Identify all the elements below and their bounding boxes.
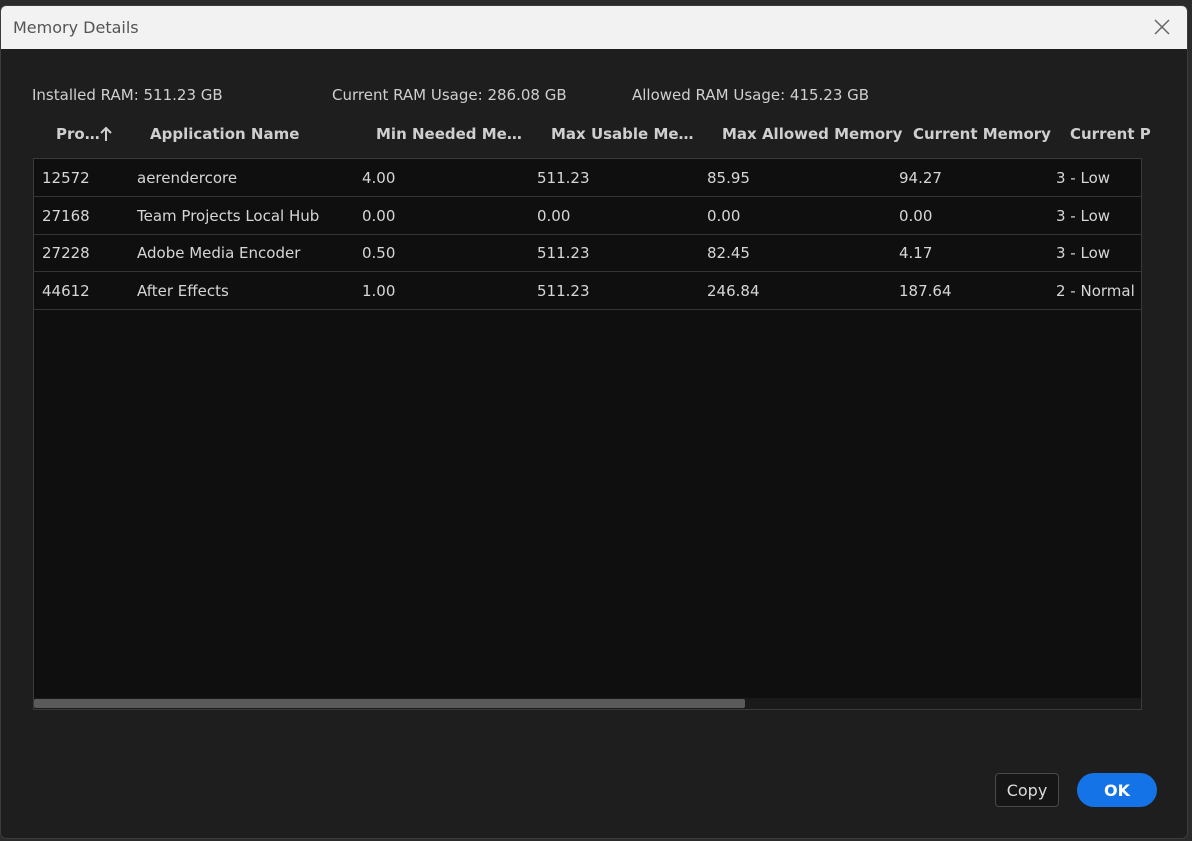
table-cell: 0.50 [362,244,396,262]
column-header[interactable]: Min Needed Me… [376,125,522,143]
close-button[interactable] [1153,18,1171,36]
table-cell: 82.45 [707,244,750,262]
table-cell: Adobe Media Encoder [137,244,301,262]
table-cell: 1.00 [362,281,396,300]
column-header[interactable]: Current P [1070,125,1151,143]
column-header[interactable]: Pro… [56,125,100,143]
scrollbar[interactable] [34,698,1141,709]
sort-arrow [100,126,112,141]
table-row[interactable]: 12572 aerendercore 4.00 511.23 85.95 94.27 3 -… [34,159,1141,197]
table-cell: 511.23 [537,169,590,187]
table-cell: 0.00 [362,206,396,225]
table-cell: After Effects [137,281,229,300]
table: 12572 aerendercore 4.00 511.23 85.95 94.27 3 -… [33,158,1142,710]
table-cell: Team Projects Local Hub [137,206,320,225]
table-cell: 0.00 [899,206,933,225]
table-cell: 2 - Normal [1056,281,1135,300]
allowed-ram-usage: Allowed RAM Usage: 415.23 GB [632,86,870,104]
scroll-thumb[interactable] [34,699,745,708]
table-cell: 0.00 [537,206,571,225]
column-header[interactable]: Application Name [150,125,300,143]
table-cell: aerendercore [137,169,238,187]
table-row[interactable]: 44612 After Effects 1.00 511.23 246.84 187.64… [34,272,1141,310]
title-bar: Memory Details [1,6,1187,49]
table-cell: 85.95 [707,169,750,187]
dialog: Memory Details Installed RAM: 511.23 GB … [0,5,1188,839]
table-cell: 0.00 [707,206,741,225]
table-cell: 187.64 [899,281,952,300]
copy-button[interactable]: Copy [995,773,1059,807]
table-row[interactable]: 27228 Adobe Media Encoder 0.50 511.23 82.45 4… [34,234,1141,272]
table-cell: 511.23 [537,281,590,300]
current-ram-usage: Current RAM Usage: 286.08 GB [332,86,567,104]
column-header[interactable]: Max Usable Me… [551,125,694,143]
table-cell: 94.27 [899,169,942,187]
table-cell: 511.23 [537,244,590,262]
table-cell: 4.00 [362,169,396,187]
dialog-title: Memory Details [13,18,139,37]
table-cell: 27228 [42,244,90,262]
table-cell: 3 - Low [1056,206,1111,225]
table-cell: 4.17 [899,244,933,262]
table-cell: 12572 [42,169,90,187]
table-cell: 44612 [42,281,90,300]
table-cell: 3 - Low [1056,169,1111,187]
table-row[interactable]: 27168 Team Projects Local Hub 0.00 0.00 0.00… [34,197,1141,235]
table-cell: 27168 [42,206,90,225]
column-header[interactable]: Max Allowed Memory [722,125,903,143]
ok-button[interactable]: OK [1077,773,1157,807]
installed-ram: Installed RAM: 511.23 GB [32,86,223,104]
table-cell: 246.84 [707,281,760,300]
column-header[interactable]: Current Memory [913,125,1051,143]
table-cell: 3 - Low [1056,244,1111,262]
